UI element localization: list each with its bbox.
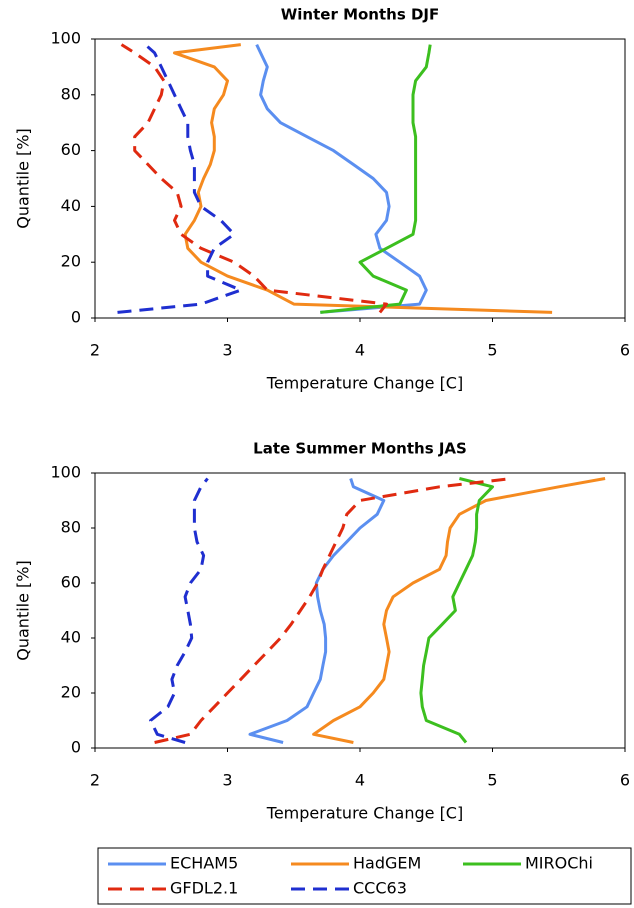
legend-label: HadGEM bbox=[353, 854, 421, 873]
y-tick-label: 60 bbox=[61, 573, 81, 592]
series-line bbox=[117, 43, 243, 314]
chart-title: Winter Months DJF bbox=[281, 6, 440, 24]
x-tick-label: 4 bbox=[355, 341, 365, 360]
y-tick-label: 40 bbox=[61, 196, 81, 215]
x-tick-label: 2 bbox=[90, 771, 100, 790]
y-axis-label: Quantile [%] bbox=[14, 128, 33, 228]
x-tick-label: 3 bbox=[222, 341, 232, 360]
x-tick-label: 5 bbox=[487, 771, 497, 790]
x-axis-label: Temperature Change [C] bbox=[266, 804, 463, 823]
legend-label: CCC63 bbox=[353, 879, 407, 898]
legend-box bbox=[97, 847, 632, 905]
legend-label: ECHAM5 bbox=[170, 854, 238, 873]
series-line bbox=[419, 477, 494, 744]
y-tick-label: 80 bbox=[61, 518, 81, 537]
x-tick-label: 5 bbox=[487, 341, 497, 360]
x-tick-label: 4 bbox=[355, 771, 365, 790]
series-line bbox=[312, 477, 606, 744]
series-line bbox=[320, 44, 432, 314]
series-line bbox=[173, 43, 553, 314]
series-line bbox=[120, 43, 388, 314]
series-line bbox=[154, 477, 513, 744]
series-line bbox=[248, 478, 386, 744]
y-tick-label: 40 bbox=[61, 628, 81, 647]
y-tick-label: 20 bbox=[61, 683, 81, 702]
x-tick-label: 6 bbox=[620, 771, 630, 790]
y-tick-label: 20 bbox=[61, 252, 81, 271]
series-line bbox=[149, 477, 209, 744]
series-line bbox=[255, 43, 428, 314]
x-axis-label: Temperature Change [C] bbox=[266, 374, 463, 393]
legend-label: MIROChi bbox=[525, 854, 593, 873]
legend-label: GFDL2.1 bbox=[170, 879, 238, 898]
x-tick-label: 6 bbox=[620, 341, 630, 360]
y-tick-label: 60 bbox=[61, 140, 81, 159]
y-tick-label: 100 bbox=[50, 463, 81, 482]
x-tick-label: 3 bbox=[222, 771, 232, 790]
y-tick-label: 80 bbox=[61, 84, 81, 103]
plot-frame bbox=[94, 38, 626, 319]
y-axis-label: Quantile [%] bbox=[14, 560, 33, 660]
y-tick-label: 0 bbox=[71, 738, 81, 757]
x-tick-label: 2 bbox=[90, 341, 100, 360]
chart-title: Late Summer Months JAS bbox=[253, 440, 467, 458]
y-tick-label: 100 bbox=[50, 29, 81, 48]
y-tick-label: 0 bbox=[71, 308, 81, 327]
